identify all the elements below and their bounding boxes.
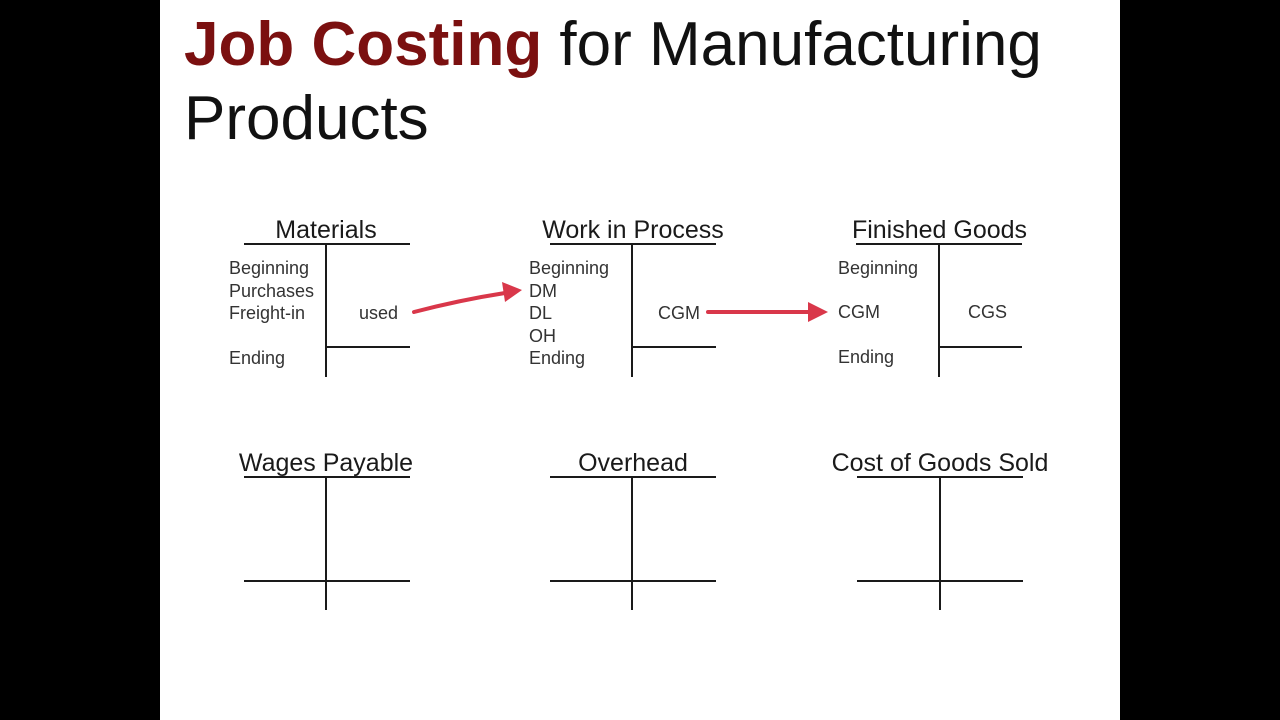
debit-entry: Beginning <box>229 258 310 278</box>
debit-entry: Freight-in <box>229 303 306 323</box>
title-emphasis: Job Costing <box>184 10 543 79</box>
credit-entry: CGM <box>658 303 700 323</box>
t-account-cost-of-goods-sold: Cost of Goods Sold <box>820 448 1060 613</box>
credit-entry: CGS <box>968 302 1008 322</box>
slide-title: Job Costing for Manufacturing Products <box>184 8 1042 156</box>
debit-entry: Purchases <box>229 281 315 301</box>
arrow-materials-to-wip <box>412 282 522 314</box>
t-account-balance-line <box>857 580 1023 582</box>
t-account-top-line <box>550 476 716 478</box>
t-account-overhead: Overhead <box>538 448 728 613</box>
debit-entry: Beginning <box>838 258 919 278</box>
t-account-finished-goods: Finished Goods Beginning CGM CGS Ending <box>837 215 1042 380</box>
t-account-vertical-line <box>325 477 327 610</box>
t-account-top-line <box>550 243 716 245</box>
t-account-balance-line <box>244 580 410 582</box>
debit-entry: Beginning <box>529 258 610 278</box>
debit-entry: OH <box>529 326 556 346</box>
account-name: Materials <box>275 216 377 244</box>
t-account-wages-payable: Wages Payable <box>228 448 424 613</box>
t-account-balance-line <box>325 346 410 348</box>
ending-entry: Ending <box>838 347 895 367</box>
title-rest: for Manufacturing <box>542 10 1042 79</box>
t-account-vertical-line <box>325 244 327 377</box>
credit-entry: used <box>359 303 399 323</box>
title-line2: Products <box>184 84 429 153</box>
t-account-vertical-line <box>938 244 940 377</box>
t-account-vertical-line <box>939 477 941 610</box>
ending-entry: Ending <box>229 348 286 368</box>
t-account-materials: Materials Beginning Purchases Freight-in… <box>228 215 424 380</box>
t-account-top-line <box>244 243 410 245</box>
t-account-balance-line <box>631 346 716 348</box>
ending-entry: Ending <box>529 348 586 368</box>
t-account-vertical-line <box>631 244 633 377</box>
account-name: Cost of Goods Sold <box>831 449 1049 477</box>
t-account-top-line <box>244 476 410 478</box>
account-name: Work in Process <box>542 216 724 244</box>
debit-entry: DL <box>529 303 553 323</box>
account-name: Finished Goods <box>851 216 1028 244</box>
account-name: Wages Payable <box>238 449 414 477</box>
t-account-balance-line <box>550 580 716 582</box>
slide: Job Costing for Manufacturing Products M… <box>160 0 1120 720</box>
debit-entry: CGM <box>838 302 880 322</box>
t-account-work-in-process: Work in Process Beginning DM DL OH CGM E… <box>528 215 738 380</box>
t-account-vertical-line <box>631 477 633 610</box>
account-name: Overhead <box>578 449 688 477</box>
debit-entry: DM <box>529 281 557 301</box>
t-account-balance-line <box>938 346 1022 348</box>
